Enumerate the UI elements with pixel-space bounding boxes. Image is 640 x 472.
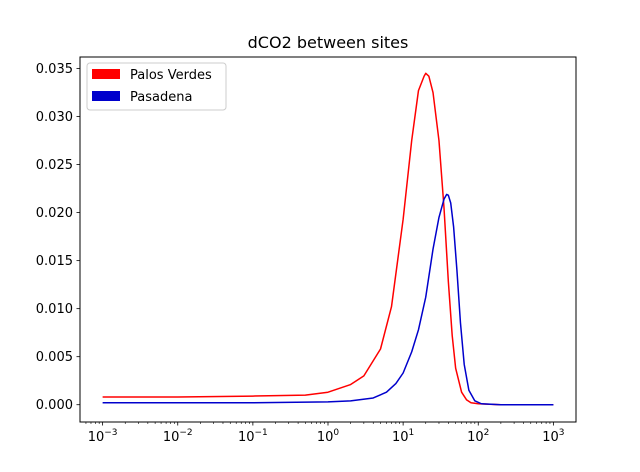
plot-area xyxy=(79,56,577,423)
y-tick-label: 0.015 xyxy=(36,254,73,269)
legend-box xyxy=(86,62,227,111)
chart-title: dCO2 between sites xyxy=(248,33,409,52)
legend-swatch-palos-verdes xyxy=(92,69,120,79)
x-tick-label: 10−3 xyxy=(88,428,118,445)
x-tick-label: 102 xyxy=(467,428,489,445)
series-line-palos-verdes xyxy=(102,72,554,406)
x-tick-label: 103 xyxy=(542,428,564,445)
x-tick-label: 10−2 xyxy=(163,428,193,445)
y-tick-label: 0.000 xyxy=(36,398,73,413)
x-axis: 10−3 10−2 10−1 100 101 102 103 xyxy=(85,422,565,445)
y-tick-label: 0.035 xyxy=(36,62,73,77)
y-tick-label: 0.020 xyxy=(36,206,73,221)
x-tick-label: 100 xyxy=(317,428,340,445)
series-line-pasadena xyxy=(102,193,554,406)
y-tick-label: 0.025 xyxy=(36,158,73,173)
series-layer xyxy=(102,72,554,406)
x-tick-label: 101 xyxy=(392,428,414,445)
y-tick-label: 0.030 xyxy=(36,110,73,125)
plot-background xyxy=(80,57,576,422)
legend-swatch-pasadena xyxy=(92,91,120,101)
y-tick-label: 0.010 xyxy=(36,302,73,317)
legend-label-palos-verdes: Palos Verdes xyxy=(130,68,212,83)
legend-label-pasadena: Pasadena xyxy=(130,90,192,105)
x-tick-label: 10−1 xyxy=(238,428,268,445)
y-axis: 0.000 0.005 0.010 0.015 0.020 0.025 0.030 0.035 xyxy=(36,62,80,413)
y-tick-label: 0.005 xyxy=(36,350,73,365)
legend: Palos Verdes Pasadena xyxy=(86,62,227,111)
